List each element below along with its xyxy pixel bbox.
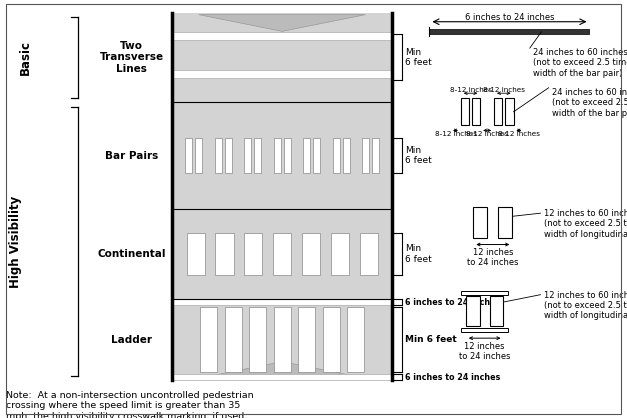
Polygon shape [199, 15, 366, 31]
Text: 12 inches to 60 inches
(not to exceed 2.5 times
width of longitudinal line): 12 inches to 60 inches (not to exceed 2.… [544, 291, 627, 320]
Text: 8-12 inches: 8-12 inches [450, 87, 492, 93]
Bar [372, 138, 379, 173]
Bar [490, 296, 503, 326]
Bar [201, 307, 218, 372]
Bar [224, 138, 232, 173]
Bar [273, 307, 291, 372]
Bar [250, 307, 266, 372]
Text: 6 inches to 24 inches: 6 inches to 24 inches [405, 373, 500, 382]
Bar [461, 98, 469, 125]
Bar [187, 233, 204, 275]
Bar [172, 70, 392, 78]
Bar [216, 233, 233, 275]
Bar [172, 374, 392, 380]
Text: Continental: Continental [97, 249, 166, 259]
Bar [494, 98, 502, 125]
Bar [214, 138, 222, 173]
Text: High Visibility: High Visibility [9, 195, 22, 288]
Text: Min
6 feet: Min 6 feet [405, 48, 432, 67]
Bar [302, 233, 320, 275]
Bar [473, 207, 487, 238]
Bar [322, 307, 340, 372]
Bar [172, 13, 392, 380]
Text: 12 inches to 60 inches
(not to exceed 2.5 times
width of longitudinal line): 12 inches to 60 inches (not to exceed 2.… [544, 209, 627, 239]
Bar [347, 307, 364, 372]
Bar [472, 98, 480, 125]
Bar [303, 138, 310, 173]
Text: 24 inches to 60 inches
(not to exceed 2.5 times
width of the bar pair): 24 inches to 60 inches (not to exceed 2.… [533, 48, 627, 78]
Text: Two
Transverse
Lines: Two Transverse Lines [100, 41, 164, 74]
Bar [314, 138, 320, 173]
Text: Ladder: Ladder [111, 335, 152, 344]
Text: 12 inches
to 24 inches: 12 inches to 24 inches [459, 342, 510, 361]
Bar [362, 138, 369, 173]
Text: 8-12 inches: 8-12 inches [466, 131, 508, 137]
Bar [273, 233, 291, 275]
Text: 6 inches to 24 inches: 6 inches to 24 inches [465, 13, 554, 22]
Bar [273, 138, 280, 173]
Text: 24 inches to 60 inches
(not to exceed 2.5 times
width of the bar pair): 24 inches to 60 inches (not to exceed 2.… [552, 88, 627, 117]
Bar [332, 138, 340, 173]
Text: Min
6 feet: Min 6 feet [405, 244, 432, 264]
Text: Min
6 feet: Min 6 feet [405, 146, 432, 166]
Bar [498, 207, 512, 238]
Text: 6 inches to 24 inches: 6 inches to 24 inches [405, 298, 500, 306]
Bar [461, 291, 508, 295]
Text: Basic: Basic [19, 40, 31, 75]
Text: 12 inches
to 24 inches: 12 inches to 24 inches [467, 248, 519, 267]
Bar [466, 296, 480, 326]
Text: 8-12 inches: 8-12 inches [498, 131, 540, 137]
Bar [172, 33, 392, 40]
Bar [284, 138, 291, 173]
Text: 8-12 inches: 8-12 inches [483, 87, 525, 93]
Bar [244, 233, 262, 275]
Bar [172, 299, 392, 305]
Text: Note:  At a non-intersection uncontrolled pedestrian
crossing where the speed li: Note: At a non-intersection uncontrolled… [6, 391, 254, 418]
Text: Bar Pairs: Bar Pairs [105, 151, 158, 161]
Bar [331, 233, 349, 275]
Text: 8-12 inches: 8-12 inches [435, 131, 477, 137]
Bar [186, 138, 192, 173]
Text: Min 6 feet: Min 6 feet [405, 335, 457, 344]
Bar [360, 233, 377, 275]
Bar [255, 138, 261, 173]
Polygon shape [199, 362, 366, 378]
Bar [224, 307, 242, 372]
Bar [429, 29, 589, 34]
Bar [298, 307, 315, 372]
Bar [244, 138, 251, 173]
Bar [505, 98, 514, 125]
Bar [342, 138, 350, 173]
Bar [461, 328, 508, 332]
Bar [196, 138, 202, 173]
